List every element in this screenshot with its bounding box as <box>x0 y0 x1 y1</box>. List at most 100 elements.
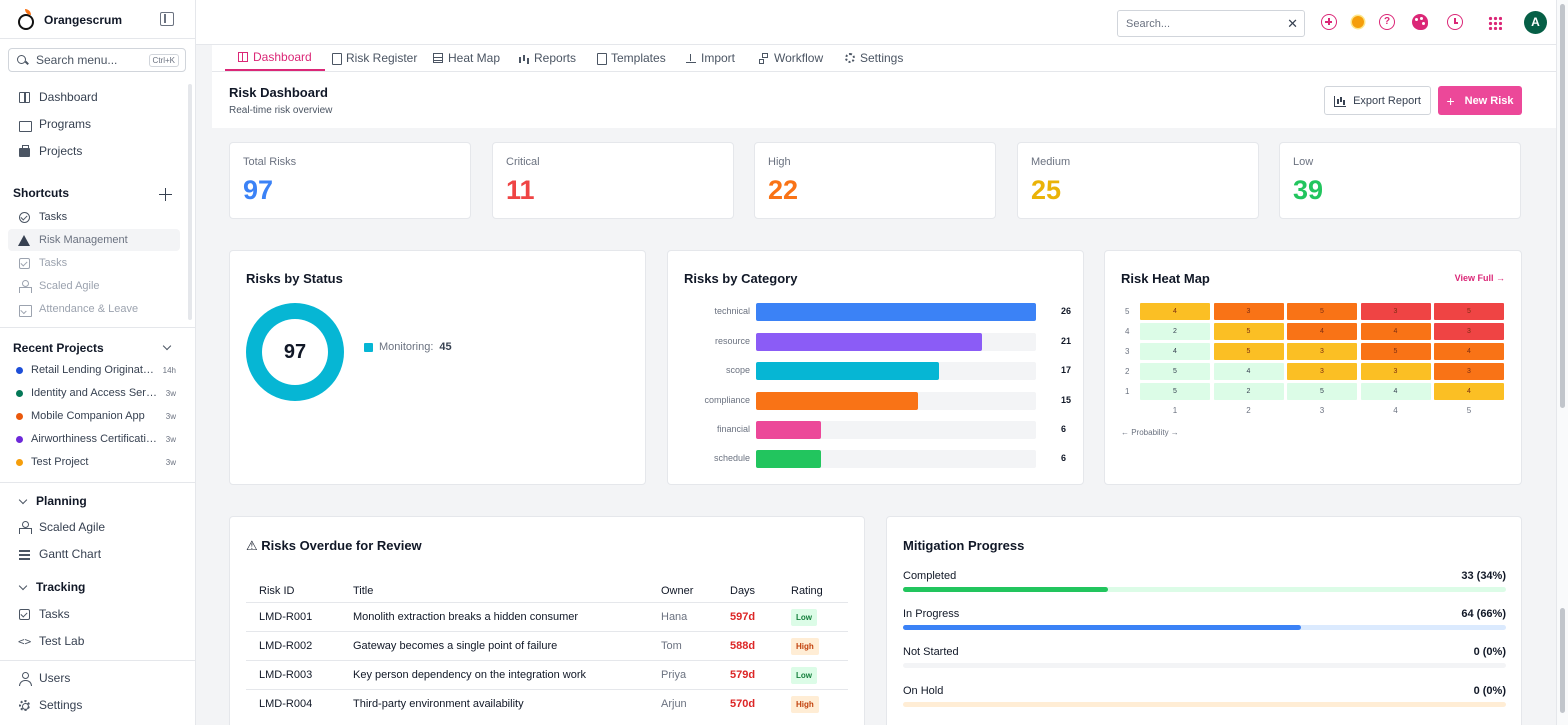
page-scrollbar[interactable] <box>1556 0 1568 725</box>
panel-title: ⚠ Risks Overdue for Review <box>246 538 422 553</box>
brand[interactable]: Orangescrum <box>16 8 122 32</box>
tab-reports[interactable]: Reports <box>506 45 589 71</box>
heat-map-cell[interactable]: 5 <box>1140 363 1210 380</box>
heat-map-cell[interactable]: 5 <box>1140 383 1210 400</box>
heat-map-cell[interactable]: 4 <box>1213 363 1284 380</box>
divider <box>0 482 195 483</box>
add-circle-icon[interactable] <box>1321 14 1337 30</box>
dashboard-grid-icon <box>18 91 31 104</box>
tracking-group-header[interactable]: Tracking <box>18 580 85 594</box>
column-header[interactable]: Days <box>730 585 756 597</box>
scrollbar-thumb[interactable] <box>1560 4 1565 408</box>
heat-map-cell[interactable]: 3 <box>1360 363 1431 380</box>
heat-map-cell[interactable]: 4 <box>1140 343 1210 360</box>
chevron-down-icon[interactable] <box>162 341 172 351</box>
status-dot-icon[interactable] <box>1352 16 1364 28</box>
heat-map-cell[interactable]: 4 <box>1434 343 1504 360</box>
tab-label: Settings <box>860 51 904 65</box>
heat-map-cell[interactable]: 3 <box>1213 303 1284 320</box>
add-shortcut-icon[interactable] <box>159 188 172 201</box>
sidebar-item-label: Gantt Chart <box>39 547 102 561</box>
dashboard-grid-icon <box>238 52 248 62</box>
heat-map-cell[interactable]: 5 <box>1287 303 1357 320</box>
table-row[interactable]: LMD-R001 Monolith extraction breaks a hi… <box>246 602 848 631</box>
sidebar-item-gantt-chart[interactable]: Gantt Chart <box>8 543 180 565</box>
heat-map-cell[interactable]: 5 <box>1213 323 1284 340</box>
sidebar-item-settings[interactable]: Settings <box>8 694 180 716</box>
sidebar-toggle-icon[interactable] <box>160 12 174 26</box>
tab-heat-map[interactable]: Heat Map <box>420 45 513 71</box>
table-row[interactable]: LMD-R002 Gateway becomes a single point … <box>246 631 848 660</box>
avatar[interactable]: A <box>1524 11 1547 34</box>
tab-dashboard[interactable]: Dashboard <box>225 45 325 71</box>
heat-map-cell[interactable]: 3 <box>1360 303 1431 320</box>
sidebar-item-test-lab[interactable]: <> Test Lab <box>8 630 180 652</box>
scrollbar-thumb[interactable] <box>1560 608 1565 713</box>
tab-import[interactable]: Import <box>673 45 748 71</box>
heat-map-cell[interactable]: 4 <box>1434 383 1504 400</box>
column-header[interactable]: Risk ID <box>259 585 295 597</box>
sidebar-item-dashboard[interactable]: Dashboard <box>8 86 180 108</box>
recent-project-item[interactable]: Identity and Access Servi... 3w <box>16 384 176 402</box>
menu-search-input[interactable]: Search menu... Ctrl+K <box>8 48 186 72</box>
heat-map-cell[interactable]: 5 <box>1360 343 1431 360</box>
recent-project-item[interactable]: Test Project 3w <box>16 453 176 471</box>
project-color-dot <box>16 435 23 443</box>
category-bar-row: compliance 15 <box>668 392 1084 410</box>
planning-group-header[interactable]: Planning <box>18 494 87 508</box>
sidebar-item-scaled-agile[interactable]: Scaled Agile <box>8 516 180 538</box>
heat-map-cell[interactable]: 3 <box>1287 363 1357 380</box>
table-row[interactable]: LMD-R004 Third-party environment availab… <box>246 689 848 718</box>
tab-templates[interactable]: Templates <box>583 45 679 71</box>
global-search-input[interactable]: Search... ✕ <box>1117 10 1305 37</box>
help-icon[interactable]: ? <box>1379 14 1395 30</box>
sidebar-item-label: Settings <box>39 698 83 712</box>
clock-icon[interactable] <box>1447 14 1463 30</box>
tab-settings[interactable]: Settings <box>832 45 916 71</box>
recent-project-item[interactable]: Retail Lending Origination 14h <box>16 361 176 379</box>
export-report-button[interactable]: Export Report <box>1324 86 1431 115</box>
agile-icon <box>18 279 32 293</box>
column-header[interactable]: Title <box>353 585 374 597</box>
heat-map-cell[interactable]: 4 <box>1287 323 1357 340</box>
apps-grid-icon[interactable] <box>1488 16 1502 30</box>
clear-search-icon[interactable]: ✕ <box>1287 16 1298 31</box>
project-name: Mobile Companion App <box>31 410 145 422</box>
tab-workflow[interactable]: Workflow <box>746 45 836 71</box>
heat-map-cell[interactable]: 4 <box>1360 323 1431 340</box>
shortcut-attendance-leave[interactable]: Attendance & Leave <box>8 298 180 320</box>
view-full-link[interactable]: View Full → <box>1454 273 1505 283</box>
sidebar-scrollbar[interactable] <box>188 84 192 320</box>
recent-project-item[interactable]: Airworthiness Certification 3w <box>16 430 176 448</box>
palette-icon[interactable] <box>1412 14 1428 30</box>
shortcut-tasks[interactable]: Tasks <box>8 206 180 228</box>
column-header[interactable]: Rating <box>791 585 823 597</box>
heat-map-cell[interactable]: 2 <box>1213 383 1284 400</box>
sidebar-item-tasks[interactable]: Tasks <box>8 603 180 625</box>
heat-map-cell[interactable]: 5 <box>1287 383 1357 400</box>
heat-map-cell[interactable]: 5 <box>1434 303 1504 320</box>
shortcut-tasks-2[interactable]: Tasks <box>8 252 180 274</box>
shortcut-risk-management[interactable]: Risk Management <box>8 229 180 251</box>
impact-label: 3 <box>1125 347 1130 356</box>
recent-project-item[interactable]: Mobile Companion App 3w <box>16 407 176 425</box>
heat-map-cell[interactable]: 3 <box>1434 363 1504 380</box>
tab-label: Dashboard <box>253 50 312 64</box>
sidebar-item-programs[interactable]: Programs <box>8 113 180 135</box>
table-row[interactable]: LMD-R003 Key person dependency on the in… <box>246 660 848 689</box>
column-header[interactable]: Owner <box>661 585 694 597</box>
heat-map-cell[interactable]: 3 <box>1287 343 1357 360</box>
shortcut-scaled-agile[interactable]: Scaled Agile <box>8 275 180 297</box>
sidebar-item-users[interactable]: Users <box>8 667 180 689</box>
new-risk-button[interactable]: + New Risk <box>1438 86 1522 115</box>
heat-map-cell[interactable]: 5 <box>1213 343 1284 360</box>
heat-map-cell[interactable]: 2 <box>1140 323 1210 340</box>
impact-label: 1 <box>1125 387 1130 396</box>
category-track <box>756 303 1036 321</box>
sidebar-item-projects[interactable]: Projects <box>8 140 180 162</box>
shortcuts-heading: Shortcuts <box>13 186 70 200</box>
tab-risk-register[interactable]: Risk Register <box>318 45 430 71</box>
heat-map-cell[interactable]: 4 <box>1140 303 1210 320</box>
heat-map-cell[interactable]: 3 <box>1434 323 1504 340</box>
heat-map-cell[interactable]: 4 <box>1360 383 1431 400</box>
